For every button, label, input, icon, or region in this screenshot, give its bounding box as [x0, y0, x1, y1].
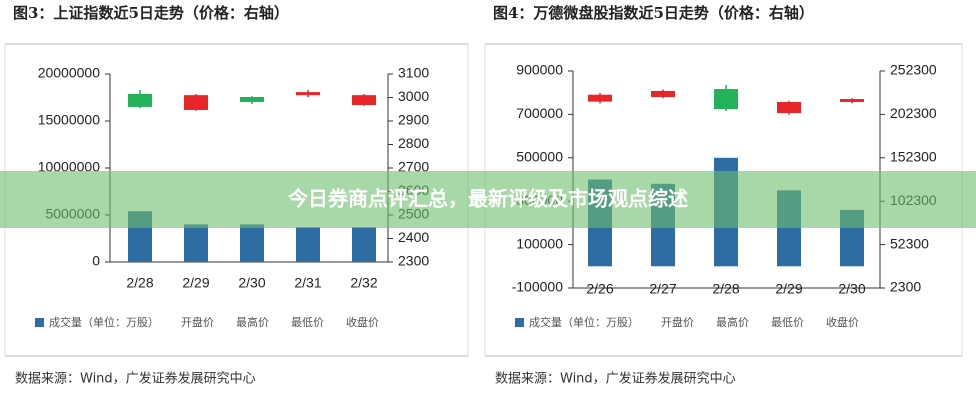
y2-tick-label: 3100	[398, 65, 429, 81]
candle-body	[714, 89, 738, 110]
x-tick-label: 2/30	[838, 281, 865, 297]
candle-body	[588, 94, 612, 102]
candle-body	[240, 97, 264, 102]
source: 数据来源：Wind，广发证券发展研究中心	[15, 371, 256, 387]
y2-tick-label: 152300	[890, 149, 937, 165]
legend-label: 成交量（单位：万股）	[529, 315, 639, 329]
legend-label: 收盘价	[826, 315, 859, 329]
y2-tick-label: 3000	[398, 88, 429, 104]
x-tick-label: 2/29	[775, 281, 802, 297]
y-tick-label: 10000000	[38, 159, 101, 175]
legend-label: 成交量（单位：万股）	[49, 315, 159, 329]
candle-body	[777, 101, 801, 114]
legend-label: 最高价	[236, 315, 269, 329]
chart-title: 图3：上证指数近5日走势（价格：右轴）	[13, 4, 289, 22]
legend-label: 最高价	[716, 315, 749, 329]
banner-title: 今日券商点评汇总，最新评级及市场观点综述	[288, 187, 688, 211]
chart-title: 图4：万德微盘股指数近5日走势（价格：右轴）	[493, 4, 814, 22]
volume-bar	[296, 227, 320, 262]
y-tick-label: 100000	[516, 235, 563, 251]
y2-tick-label: 2300	[890, 279, 921, 295]
x-tick-label: 2/31	[294, 275, 321, 291]
legend-label: 收盘价	[346, 315, 379, 329]
y-tick-label: 500000	[516, 149, 563, 165]
y2-tick-label: 2800	[398, 135, 429, 151]
y-tick-label: 20000000	[38, 65, 101, 81]
candle-body	[296, 92, 320, 96]
source: 数据来源：Wind，广发证券发展研究中心	[495, 371, 736, 387]
y2-tick-label: 2300	[398, 253, 429, 269]
x-tick-label: 2/30	[238, 275, 265, 291]
candle-body	[651, 90, 675, 98]
candle-body	[840, 99, 864, 102]
y2-tick-label: 2900	[398, 112, 429, 128]
x-tick-label: 2/29	[182, 275, 209, 291]
legend-label: 最低价	[291, 316, 324, 329]
candle-body	[184, 95, 208, 110]
y2-tick-label: 52300	[890, 235, 929, 251]
x-tick-label: 2/27	[649, 281, 676, 297]
y-tick-label: 700000	[516, 105, 563, 121]
candle-body	[352, 95, 376, 106]
volume-bar	[352, 227, 376, 262]
x-tick-label: 2/28	[712, 281, 739, 297]
candle-body	[128, 93, 152, 107]
y-tick-label: 900000	[516, 62, 563, 78]
y-tick-label: 15000000	[38, 112, 101, 128]
y2-tick-label: 202300	[890, 105, 937, 121]
y2-tick-label: 2700	[398, 159, 429, 175]
y2-tick-label: 2400	[398, 229, 429, 245]
volume-bar	[240, 224, 264, 262]
legend-label: 开盘价	[661, 315, 694, 329]
legend-label: 开盘价	[181, 315, 214, 329]
legend-swatch	[35, 318, 44, 327]
legend-label: 最低价	[771, 316, 804, 329]
volume-bar	[184, 224, 208, 262]
x-tick-label: 2/26	[586, 281, 613, 297]
y-tick-label: 0	[92, 253, 100, 269]
x-tick-label: 2/32	[350, 275, 377, 291]
x-tick-label: 2/28	[126, 275, 153, 291]
y-tick-label: -100000	[512, 279, 564, 295]
banner	[0, 171, 976, 228]
y2-tick-label: 252300	[890, 62, 937, 78]
legend-swatch	[515, 318, 524, 327]
